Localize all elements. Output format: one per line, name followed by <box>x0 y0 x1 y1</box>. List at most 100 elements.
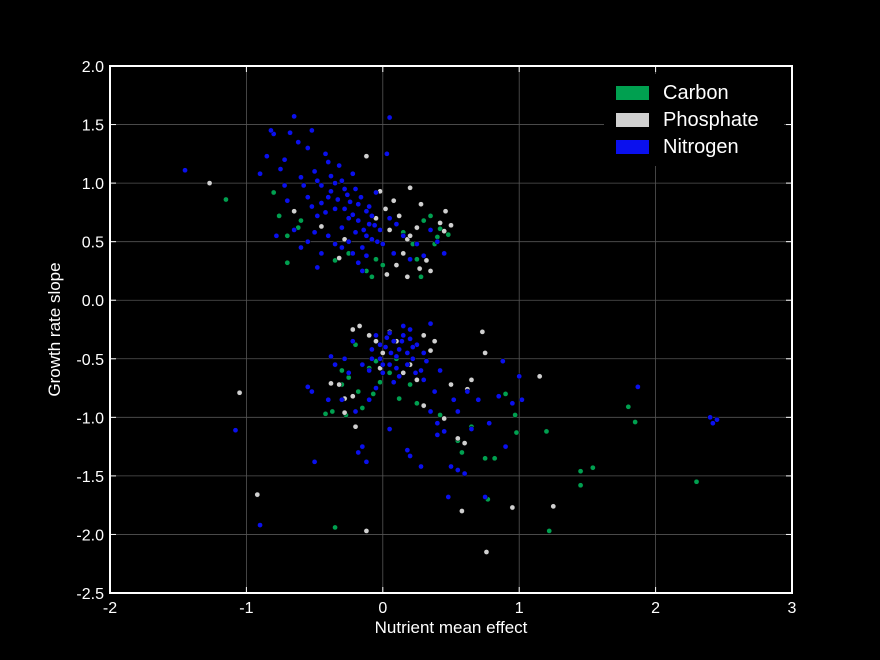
point-nitrogen <box>366 367 373 374</box>
point-nitrogen <box>461 470 468 477</box>
point-phosphate <box>366 332 373 339</box>
point-nitrogen <box>344 191 351 198</box>
y-axis-label: Growth rate slope <box>45 262 64 396</box>
point-phosphate <box>341 409 348 416</box>
point-carbon <box>434 234 441 240</box>
point-carbon <box>437 412 443 418</box>
point-phosphate <box>482 350 488 356</box>
point-nitrogen <box>400 332 407 339</box>
point-nitrogen <box>287 129 293 136</box>
point-nitrogen <box>359 268 366 274</box>
point-nitrogen <box>358 194 364 201</box>
point-phosphate <box>390 197 397 204</box>
point-nitrogen <box>404 361 411 368</box>
point-nitrogen <box>635 384 641 390</box>
legend-swatch-carbon <box>616 86 649 100</box>
point-nitrogen <box>334 196 341 203</box>
point-nitrogen <box>386 114 393 121</box>
point-nitrogen <box>355 217 362 224</box>
y-tick-label: -0.5 <box>76 352 104 369</box>
point-nitrogen <box>434 238 441 245</box>
point-nitrogen <box>482 494 488 500</box>
point-nitrogen <box>388 350 394 356</box>
point-nitrogen <box>407 453 413 459</box>
point-nitrogen <box>377 341 383 348</box>
point-nitrogen <box>373 189 379 196</box>
point-nitrogen <box>393 353 400 360</box>
point-nitrogen <box>363 232 370 239</box>
point-nitrogen <box>322 209 329 216</box>
point-phosphate <box>363 153 370 160</box>
point-phosphate <box>336 255 343 261</box>
y-tick-label: -1.0 <box>76 410 104 427</box>
point-nitrogen <box>325 159 332 165</box>
x-tick-label: 0 <box>378 600 387 617</box>
point-carbon <box>379 262 386 268</box>
point-nitrogen <box>379 241 386 247</box>
point-nitrogen <box>347 198 353 205</box>
point-nitrogen <box>441 428 448 435</box>
point-nitrogen <box>311 458 318 465</box>
point-carbon <box>369 273 375 280</box>
point-carbon <box>377 379 383 386</box>
point-nitrogen <box>257 170 263 177</box>
point-nitrogen <box>314 264 321 271</box>
point-nitrogen <box>369 346 375 353</box>
point-carbon <box>502 391 509 397</box>
point-nitrogen <box>386 426 393 432</box>
point-nitrogen <box>360 227 367 233</box>
point-nitrogen <box>499 358 506 364</box>
point-phosphate <box>448 381 454 388</box>
point-nitrogen <box>427 320 434 327</box>
grid-lines <box>109 65 793 594</box>
point-carbon <box>577 482 584 489</box>
point-nitrogen <box>339 244 345 251</box>
point-carbon <box>332 524 338 531</box>
point-nitrogen <box>339 177 345 184</box>
point-nitrogen <box>264 153 270 160</box>
point-phosphate <box>441 415 448 422</box>
point-carbon <box>414 256 420 263</box>
point-carbon <box>298 217 304 224</box>
point-nitrogen <box>345 215 352 222</box>
point-nitrogen <box>322 150 329 157</box>
point-phosphate <box>468 377 475 383</box>
point-carbon <box>329 408 336 415</box>
point-nitrogen <box>304 238 311 245</box>
point-nitrogen <box>393 365 400 371</box>
plot-frame <box>109 65 793 594</box>
point-carbon <box>491 455 498 462</box>
point-nitrogen <box>366 203 373 210</box>
point-nitrogen <box>379 361 386 368</box>
point-nitrogen <box>314 213 321 219</box>
point-nitrogen <box>404 350 411 356</box>
point-nitrogen <box>363 208 370 215</box>
point-nitrogen <box>328 173 334 179</box>
point-phosphate <box>442 208 449 215</box>
point-nitrogen <box>339 396 345 403</box>
series-carbon <box>223 189 700 534</box>
point-nitrogen <box>420 377 427 383</box>
point-nitrogen <box>298 244 304 251</box>
y-tick-label: -2.0 <box>76 527 104 544</box>
point-phosphate <box>461 440 468 446</box>
point-nitrogen <box>349 211 356 218</box>
point-nitrogen <box>352 186 359 192</box>
legend-label-nitrogen: Nitrogen <box>663 136 739 158</box>
point-phosphate <box>437 220 443 226</box>
point-nitrogen <box>355 201 362 208</box>
point-carbon <box>625 403 632 410</box>
point-nitrogen <box>311 229 318 236</box>
point-nitrogen <box>328 188 334 195</box>
point-nitrogen <box>464 388 471 395</box>
point-phosphate <box>420 402 427 409</box>
point-nitrogen <box>420 350 427 356</box>
point-carbon <box>546 528 553 534</box>
point-nitrogen <box>273 232 280 239</box>
point-nitrogen <box>407 336 413 342</box>
point-nitrogen <box>309 203 315 210</box>
point-carbon <box>396 395 403 402</box>
point-nitrogen <box>232 427 239 434</box>
point-nitrogen <box>325 396 332 403</box>
point-phosphate <box>236 389 243 396</box>
